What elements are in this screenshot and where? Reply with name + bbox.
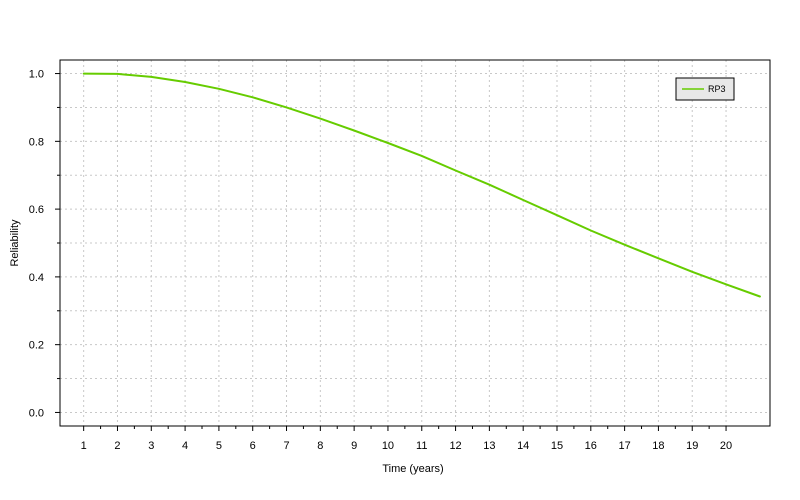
x-tick-label: 1 bbox=[81, 440, 87, 452]
y-tick-label: 0.4 bbox=[29, 272, 44, 284]
x-tick-label: 7 bbox=[283, 440, 289, 452]
x-tick-label: 18 bbox=[652, 440, 664, 452]
y-tick-label: 0.2 bbox=[29, 340, 44, 352]
x-tick-label: 17 bbox=[618, 440, 630, 452]
x-tick-label: 2 bbox=[114, 440, 120, 452]
legend-box bbox=[675, 77, 735, 101]
x-tick-label: 10 bbox=[382, 440, 394, 452]
y-tick-label: 0.0 bbox=[29, 407, 44, 419]
x-tick-label: 15 bbox=[551, 440, 563, 452]
x-tick-label: 8 bbox=[317, 440, 323, 452]
x-tick-label: 11 bbox=[416, 440, 427, 452]
series-layer bbox=[82, 72, 761, 298]
x-tick-label: 5 bbox=[216, 440, 222, 452]
x-tick-label: 6 bbox=[250, 440, 256, 452]
y-axis: 0.0 0.2 0.4 0.6 0.8 1.0 bbox=[29, 69, 60, 419]
legend: RP3 bbox=[675, 77, 735, 101]
series-line-rp3 bbox=[82, 72, 761, 298]
x-tick-label: 13 bbox=[483, 440, 495, 452]
legend-label-rp3: RP3 bbox=[708, 84, 726, 94]
x-tick-label: 3 bbox=[148, 440, 154, 452]
x-axis-title: Time (years) bbox=[382, 463, 443, 475]
x-axis: 1 2 3 4 5 6 7 8 9 10 11 12 13 14 15 16 17 18 19 20 bbox=[81, 426, 732, 452]
grid-lines bbox=[60, 60, 770, 426]
y-axis-title: Reliability bbox=[9, 219, 21, 267]
x-tick-label: 19 bbox=[686, 440, 698, 452]
x-tick-label: 9 bbox=[351, 440, 357, 452]
x-tick-label: 14 bbox=[517, 440, 529, 452]
y-tick-label: 0.6 bbox=[29, 204, 44, 216]
x-tick-label: 20 bbox=[720, 440, 732, 452]
y-tick-label: 0.8 bbox=[29, 136, 44, 148]
y-tick-label: 1.0 bbox=[29, 69, 44, 81]
x-tick-label: 16 bbox=[585, 440, 597, 452]
x-tick-label: 4 bbox=[182, 440, 188, 452]
x-tick-label: 12 bbox=[449, 440, 461, 452]
